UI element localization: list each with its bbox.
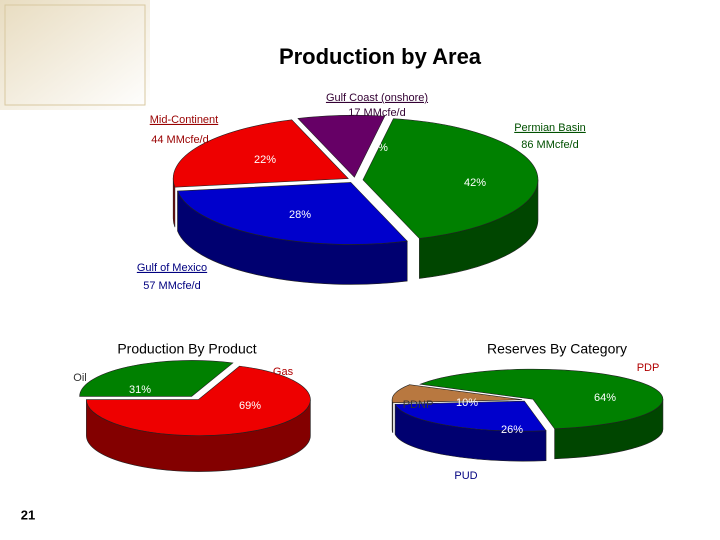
slice-value-label: 28% <box>289 209 311 221</box>
slice <box>172 119 349 188</box>
slice-side <box>391 399 394 433</box>
category-label: Permian Basin <box>514 122 586 134</box>
page-number: 21 <box>21 507 35 522</box>
slice <box>79 360 234 397</box>
slice <box>177 182 408 245</box>
slice <box>391 384 523 404</box>
volume-label: 17 MMcfe/d <box>348 107 405 119</box>
slice-value-label: 22% <box>254 154 276 166</box>
logo-backdrop <box>0 0 150 110</box>
category-label: Mid-Continent <box>150 114 218 126</box>
category-label: PDP <box>637 362 660 374</box>
slice-value-label: 31% <box>129 384 151 396</box>
volume-label: 86 MMcfe/d <box>521 139 578 151</box>
slice-value-label: 69% <box>239 400 261 412</box>
chart-title: Production By Product <box>117 341 256 357</box>
slice-value-label: 10% <box>456 397 478 409</box>
logo-frame <box>4 4 146 106</box>
slice <box>86 365 311 436</box>
slice-value-label: 26% <box>501 424 523 436</box>
category-label: PUD <box>454 470 477 482</box>
slice <box>362 118 539 239</box>
slice <box>297 114 386 178</box>
category-label: Gulf Coast (onshore) <box>326 92 428 104</box>
slice-value-label: 64% <box>594 392 616 404</box>
category-label: Oil <box>73 372 86 384</box>
volume-label: 44 MMcfe/d <box>151 134 208 146</box>
slice <box>419 368 664 430</box>
chart-title: Production by Area <box>279 44 482 69</box>
chart-title: Reserves By Category <box>487 341 627 357</box>
slice-value-label: 42% <box>464 177 486 189</box>
category-label: PDNP <box>403 399 434 411</box>
slice <box>394 400 547 432</box>
slice-value-label: 8% <box>372 142 388 154</box>
category-label: Gas <box>273 366 294 378</box>
category-label: Gulf of Mexico <box>137 262 207 274</box>
volume-label: 57 MMcfe/d <box>143 280 200 292</box>
